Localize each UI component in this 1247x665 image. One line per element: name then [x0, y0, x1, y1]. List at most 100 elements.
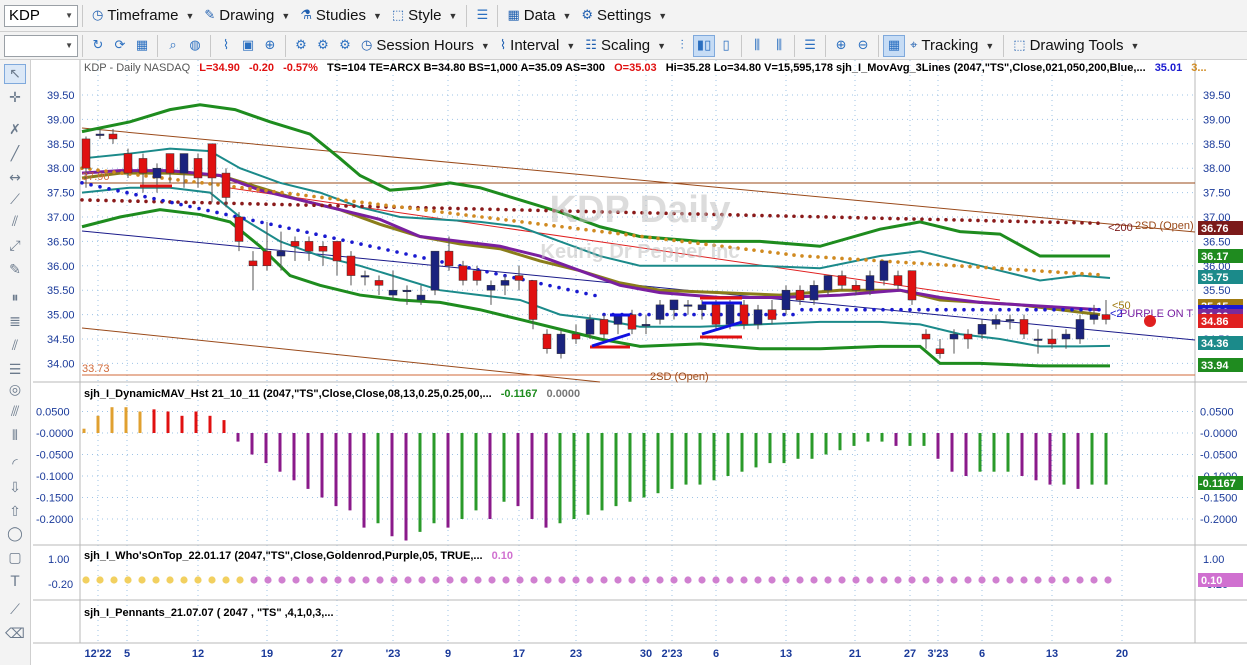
ma200-dot [512, 208, 516, 212]
columns-icon[interactable]: ⫼ [776, 38, 783, 53]
cycle-tool-icon[interactable]: ◎ [8, 382, 22, 398]
interval-menu[interactable]: ⌇ Interval ▼ [495, 35, 580, 57]
ma21-dot [386, 248, 390, 252]
ma50-dot [456, 212, 460, 216]
session-hours-menu[interactable]: ◷ Session Hours ▼ [356, 35, 495, 57]
ma50-dot [960, 264, 964, 268]
zoom-out-icon[interactable]: ⊖ [857, 38, 869, 53]
refresh-icon[interactable]: ↻ [92, 38, 104, 53]
text-tool-icon[interactable]: T [10, 574, 20, 590]
ma50-dot [912, 261, 916, 265]
pointer-tool-icon[interactable]: ↖ [4, 64, 26, 84]
who-dot [124, 576, 132, 584]
svg-text:sjh_I_Who'sOnTop_22.01.17 (204: sjh_I_Who'sOnTop_22.01.17 (2047,"TS",Clo… [84, 550, 513, 562]
crosshair-tool-icon[interactable]: ✛ [9, 90, 21, 106]
2sd-top-label: 2SD (Open) [1135, 220, 1194, 232]
layout-icon[interactable]: ☰ [476, 8, 489, 23]
trendline-tool-icon[interactable]: ╱ [10, 146, 20, 162]
pen-tool-icon[interactable]: ✎ [9, 262, 21, 278]
data-window-icon[interactable]: ▦ [883, 34, 906, 57]
horizontal-arrow-tool-icon[interactable]: ↔ [9, 170, 21, 186]
wrench-tool-icon[interactable]: ✗ [9, 122, 21, 138]
photo-icon[interactable]: ▣ [241, 38, 255, 53]
arrow-up-tool-icon[interactable]: ⇧ [9, 504, 21, 520]
ma200-dot [432, 206, 436, 210]
candle-body [837, 275, 847, 286]
drawing-menu[interactable]: ✎ Drawing ▼ [199, 5, 295, 27]
eraser-tool-icon[interactable]: ⌫ [5, 626, 25, 642]
options-icon[interactable]: ⚙ [339, 38, 351, 53]
workspace-selector[interactable]: ▼ [4, 34, 78, 57]
ma200-dot [632, 210, 636, 215]
ma21-dot [224, 212, 228, 217]
ma21-dot [1052, 307, 1056, 312]
osc-value-1: -0.1167 [501, 388, 538, 400]
arrow-down-tool-icon[interactable]: ⇩ [9, 480, 21, 496]
ma200-dot [1000, 219, 1004, 223]
gear-icon[interactable]: ⚙ [295, 38, 307, 53]
channel-tool-icon[interactable]: ⫽ [11, 214, 19, 230]
ma21-dot [413, 254, 417, 258]
chart-settings-icon[interactable]: ◍ [189, 38, 201, 53]
line-chart-icon[interactable]: ⌇ [222, 38, 230, 53]
studies-menu[interactable]: ⚗ Studies ▼ [295, 5, 387, 27]
trend-channel-bottom[interactable] [81, 327, 601, 383]
speed-lines-tool-icon[interactable]: ⫻ [10, 404, 20, 420]
candlestick-icon[interactable]: ▮▯ [693, 34, 716, 57]
ma200-dot [536, 208, 540, 213]
zoom-in-icon[interactable]: ⊕ [835, 38, 847, 53]
crosshair-icon[interactable]: ⊕ [264, 38, 276, 53]
data-menu[interactable]: ▦ Data ▼ [502, 5, 576, 27]
ma200-dot [1056, 220, 1060, 225]
ma200-dot [320, 203, 324, 208]
pitchfork-tool-icon[interactable]: ⫴ [12, 428, 18, 444]
layout-icon[interactable]: ☰ [804, 38, 816, 53]
zoom-search-icon[interactable]: ⌕ [169, 38, 177, 53]
rectangle-tool-icon[interactable]: ▢ [8, 550, 22, 566]
hollow-candle-icon[interactable]: ▯ [722, 38, 730, 53]
vertical-lines-tool-icon[interactable]: ⏸ [11, 290, 19, 306]
symbol-selector[interactable]: KDP ▼ [4, 4, 78, 27]
fibonacci-tool-icon[interactable]: ≣ [9, 314, 21, 330]
drawing-tools-menu[interactable]: ⬚ Drawing Tools ▼ [1008, 35, 1144, 57]
who-dot [894, 576, 902, 584]
ma21-dot [674, 312, 678, 317]
ma50-dot [248, 186, 252, 191]
arc-tool-icon[interactable]: ◜ [12, 456, 18, 472]
levels-tool-icon[interactable]: ☰ [8, 362, 22, 378]
timeframe-menu[interactable]: ◷ Timeframe ▼ [87, 5, 199, 27]
scaling-menu[interactable]: ☷ Scaling ▼ [580, 35, 671, 57]
ma50-dot [584, 227, 588, 232]
ray-tool-icon[interactable]: ⟋ [10, 192, 20, 208]
ellipse-tool-icon[interactable]: ◯ [7, 526, 23, 542]
x-axis: 12'22 5 12 19 27 '23 9 17 23 30 2'23 6 13 21 27 3'23 6 13… [84, 648, 1128, 660]
ma200-dot [936, 217, 940, 222]
ma200-dot [296, 203, 300, 207]
config-icon[interactable]: ⚙ [317, 38, 329, 53]
fan-tool-icon[interactable]: ⤢ [9, 238, 21, 254]
style-menu[interactable]: ⬚ Style ▼ [387, 5, 463, 27]
ma50-dot [680, 239, 684, 244]
candle-body [669, 299, 679, 310]
svg-text:KDP - Daily NASDAQ L=34: KDP - Daily NASDAQ L=34.90 -0.20 -0.57% … [84, 62, 1207, 74]
bar-chart-icon[interactable]: ⫶ [680, 38, 684, 53]
line-tool-icon[interactable]: ⟋ [10, 602, 20, 618]
settings-menu[interactable]: ⚙ Settings ▼ [576, 5, 672, 27]
ma21-dot [953, 307, 957, 312]
tracking-menu[interactable]: ⌖ Tracking ▼ [905, 35, 999, 57]
ma21-dot [485, 269, 489, 274]
ma200-dot [760, 213, 764, 218]
header-stats: TS=104 TE=ARCX B=34.80 BS=1,000 A=35.09 … [327, 62, 605, 74]
ma50-dot [600, 229, 604, 234]
trend-channel-top[interactable] [81, 127, 1196, 233]
ma21-dot [278, 224, 282, 229]
ma21-dot [1097, 307, 1101, 312]
volume-icon[interactable]: ⫼ [754, 38, 761, 53]
ma50-dot [368, 201, 372, 206]
gann-tool-icon[interactable]: ⫽ [11, 338, 19, 354]
grid-icon[interactable]: ▦ [135, 38, 149, 53]
reload-icon[interactable]: ⟳ [114, 38, 126, 53]
who-dot [544, 576, 552, 584]
ma50-dot [400, 205, 404, 210]
